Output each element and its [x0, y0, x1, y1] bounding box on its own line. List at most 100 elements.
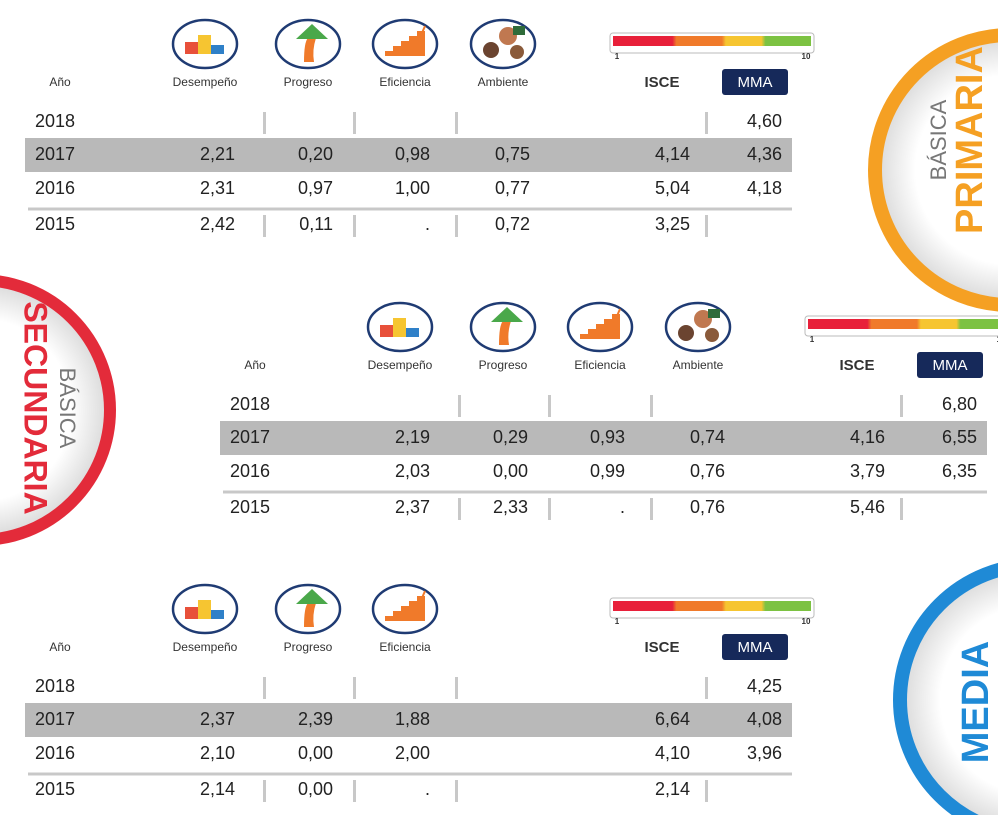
- icon-part: [409, 36, 417, 56]
- icon-part: [296, 589, 328, 604]
- cell-separator: [458, 395, 461, 417]
- cell: 2,39: [298, 709, 333, 729]
- column-header: MMA: [738, 639, 773, 656]
- icon-part: [513, 26, 525, 35]
- cell: 0,76: [690, 461, 725, 481]
- cell-separator: [353, 780, 356, 802]
- cell: 0,72: [495, 214, 530, 234]
- cell-separator: [455, 112, 458, 134]
- cell-separator: [548, 395, 551, 417]
- cell: 2,14: [655, 779, 690, 799]
- icon-part: [708, 309, 720, 318]
- cell: 2,03: [395, 461, 430, 481]
- cell: 0,98: [395, 144, 430, 164]
- cell: 0,97: [298, 178, 333, 198]
- badge-main: PRIMARIA: [949, 46, 991, 234]
- column-header: ISCE: [839, 357, 874, 374]
- icon-circle: [664, 301, 732, 353]
- icon-part: [588, 329, 596, 339]
- column-header: MMA: [933, 357, 968, 374]
- column-header: ISCE: [644, 639, 679, 656]
- cell: 2016: [35, 178, 75, 198]
- icon-part: [406, 328, 419, 337]
- row-highlight: [220, 421, 987, 455]
- cell: 3,25: [655, 214, 690, 234]
- cell: 4,25: [747, 676, 782, 696]
- icon-part: [694, 310, 712, 328]
- icon-part: [418, 590, 426, 606]
- cell: 2017: [35, 144, 75, 164]
- cell: 4,36: [747, 144, 782, 164]
- mma-box: [722, 69, 788, 95]
- cell: 0,00: [298, 743, 333, 763]
- cell-separator: [650, 395, 653, 417]
- cell: 2018: [35, 111, 75, 131]
- badge-main: MEDIA: [955, 641, 997, 763]
- icon-part: [393, 46, 401, 56]
- column-header: Desempeño: [173, 75, 238, 89]
- cell-separator: [353, 677, 356, 699]
- cell: 3,79: [850, 461, 885, 481]
- mma-box: [917, 352, 983, 378]
- cell: 2016: [35, 743, 75, 763]
- cell: 2,42: [200, 214, 235, 234]
- icon-part: [198, 600, 211, 619]
- cell-separator: [458, 498, 461, 520]
- column-header: Eficiencia: [574, 358, 626, 372]
- cell-separator: [353, 112, 356, 134]
- scale-label: 10: [802, 52, 811, 61]
- icon-part: [499, 321, 511, 345]
- cell: 6,55: [942, 427, 977, 447]
- cell: 4,10: [655, 743, 690, 763]
- icon-part: [211, 610, 224, 619]
- icon-part: [596, 324, 604, 339]
- mma-box: [722, 634, 788, 660]
- cell: 4,60: [747, 111, 782, 131]
- row-highlight: [25, 138, 792, 172]
- scale-label: 1: [615, 52, 620, 61]
- scale-label: 1: [810, 335, 815, 344]
- cell: 1,00: [395, 178, 430, 198]
- cell-separator: [650, 498, 653, 520]
- cell: 2018: [230, 394, 270, 414]
- cell: 4,08: [747, 709, 782, 729]
- scale-label: 10: [802, 617, 811, 626]
- icon-part: [417, 31, 425, 56]
- cell: 0,29: [493, 427, 528, 447]
- icon-part: [211, 45, 224, 54]
- icon-part: [510, 45, 524, 59]
- cell-separator: [455, 780, 458, 802]
- cell: 5,46: [850, 497, 885, 517]
- cell: 2018: [35, 676, 75, 696]
- cell: 6,80: [942, 394, 977, 414]
- icon-part: [417, 596, 425, 621]
- column-header: ISCE: [644, 74, 679, 91]
- cell: 2015: [35, 779, 75, 799]
- cell-separator: [705, 215, 708, 237]
- icon-part: [418, 25, 426, 41]
- icon-part: [380, 325, 393, 337]
- cell: 0,93: [590, 427, 625, 447]
- column-header: Eficiencia: [379, 75, 431, 89]
- cell-separator: [455, 677, 458, 699]
- badge: [0, 275, 116, 545]
- icon-part: [499, 27, 517, 45]
- icon-part: [198, 35, 211, 54]
- icon-part: [483, 42, 499, 58]
- section: 1 10 Año Desempeño Progreso Eficiencia Ambient…: [25, 18, 815, 237]
- cell: 6,35: [942, 461, 977, 481]
- cell: 2017: [35, 709, 75, 729]
- cell-separator: [263, 780, 266, 802]
- cell: 2,00: [395, 743, 430, 763]
- cell: .: [425, 779, 430, 799]
- cell: 2016: [230, 461, 270, 481]
- icon-part: [612, 314, 620, 339]
- icon-part: [604, 319, 612, 339]
- cell: 0,77: [495, 178, 530, 198]
- icon-part: [385, 616, 393, 621]
- column-header: Ambiente: [478, 75, 529, 89]
- badge-small: BÁSICA: [55, 368, 80, 449]
- cell: 3,96: [747, 743, 782, 763]
- icon-part: [304, 603, 316, 627]
- cell: 2,21: [200, 144, 235, 164]
